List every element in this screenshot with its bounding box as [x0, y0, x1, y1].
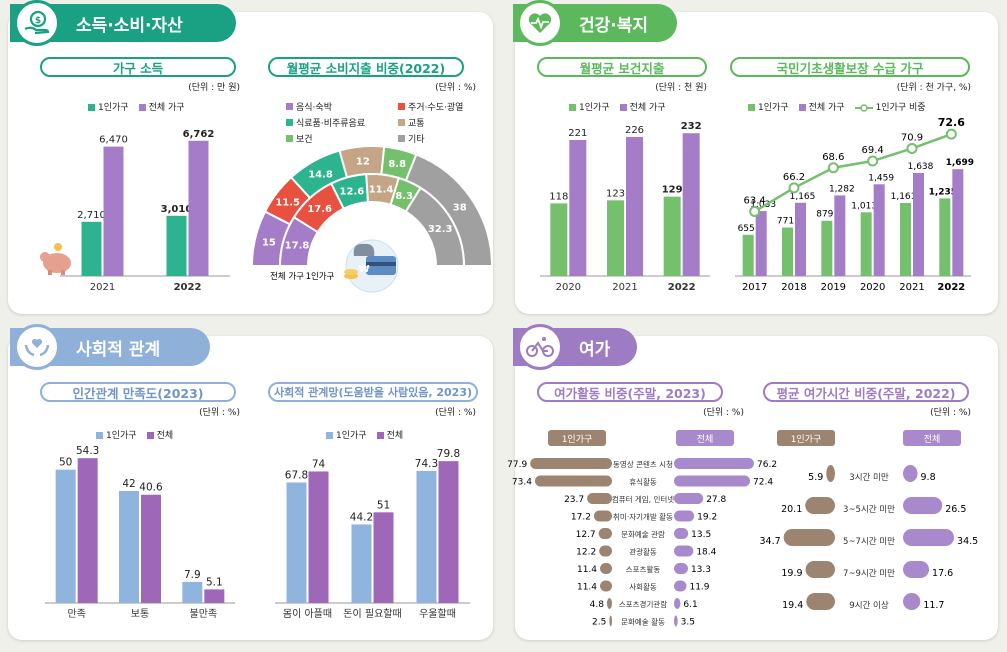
legend-share-label: 1인가구 비중	[875, 103, 926, 113]
legend-single: 1인가구	[326, 428, 367, 441]
legend-total-label: 전체	[156, 431, 174, 441]
legend-total: 전체 가구	[619, 100, 666, 113]
legend-single-label: 1인가구	[758, 103, 789, 113]
leisure-activity-unit: (단위 : %)	[703, 408, 744, 418]
leisure-activity-left-header: 1인가구	[548, 430, 606, 446]
legend-single: 1인가구	[88, 100, 129, 113]
legend-total: 전체	[376, 428, 404, 441]
income-title-text: 소득·소비·자산	[76, 15, 183, 36]
health-spending-title: 월평균 보건지출	[537, 57, 707, 77]
heartbeat-icon	[517, 0, 563, 46]
legend-total-label: 전체 가구	[629, 103, 666, 113]
leisure-time-left-header: 1인가구	[777, 430, 835, 446]
network-unit: (단위 : %)	[435, 408, 476, 418]
legend-single-label: 1인가구	[98, 103, 129, 113]
health-title-text: 건강·복지	[579, 15, 649, 36]
livelihood-legend: 1인가구 전체 가구 1인가구 비중	[748, 100, 926, 113]
social-network-title: 사회적 관계망(도움받을 사람있음, 2023)	[268, 382, 478, 402]
consumption-unit: (단위 : %)	[435, 83, 476, 93]
livelihood-unit: (단위 : 천 가구, %)	[896, 83, 971, 93]
satisfaction-legend: 1인가구 전체	[96, 428, 173, 441]
legend-total: 전체 가구	[138, 100, 185, 113]
bicycle-icon	[517, 324, 563, 370]
legend-total: 전체 가구	[798, 100, 845, 113]
legend-single: 1인가구	[96, 428, 137, 441]
legend-single: 1인가구	[748, 100, 789, 113]
leisure-time-title: 평균 여가시간 비중(주말, 2022)	[763, 382, 969, 402]
consumption-share-title: 월평균 소비지출 비중(2022)	[268, 57, 464, 77]
legend-single-label: 1인가구	[579, 103, 610, 113]
health-unit: (단위 : 천 원)	[655, 83, 707, 93]
health-legend: 1인가구 전체 가구	[569, 100, 666, 113]
legend-total-label: 전체 가구	[148, 103, 185, 113]
leisure-time-right-header: 전체	[903, 430, 961, 446]
legend-total-label: 전체 가구	[808, 103, 845, 113]
leisure-title-text: 여가	[579, 339, 611, 360]
legend-item: 보건	[286, 132, 398, 145]
income-legend: 1인가구 전체 가구	[88, 100, 185, 113]
legend-item: 교통	[398, 116, 486, 129]
leisure-activity-right-header: 전체	[676, 430, 734, 446]
leisure-activity-title: 여가활동 비중(주말, 2023)	[537, 382, 723, 402]
legend-item: 식료품·비주류음료	[286, 116, 398, 129]
network-legend: 1인가구 전체	[326, 428, 403, 441]
legend-item: 기타	[398, 132, 486, 145]
legend-share: 1인가구 비중	[854, 100, 926, 113]
legend-single-label: 1인가구	[106, 431, 137, 441]
satisfaction-unit: (단위 : %)	[199, 408, 240, 418]
income-unit: (단위 : 만 원)	[188, 83, 240, 93]
relationship-satisfaction-title: 인간관계 만족도(2023)	[40, 382, 236, 402]
leisure-time-unit: (단위 : %)	[930, 408, 971, 418]
heart-hands-icon	[14, 324, 60, 370]
money-hand-icon: $	[14, 0, 60, 46]
social-title-text: 사회적 관계	[76, 339, 161, 360]
legend-total: 전체	[146, 428, 174, 441]
legend-total-label: 전체	[386, 431, 404, 441]
household-income-title: 가구 소득	[40, 57, 236, 77]
consumption-legend: 음식·숙박 주거·수도·광열 식료품·비주류음료 교통 보건 기타	[286, 100, 486, 145]
basic-livelihood-title: 국민기초생활보장 수급 가구	[730, 57, 970, 77]
svg-text:$: $	[35, 16, 41, 26]
legend-item: 주거·수도·광열	[398, 100, 486, 113]
legend-single: 1인가구	[569, 100, 610, 113]
legend-single-label: 1인가구	[336, 431, 367, 441]
legend-item: 음식·숙박	[286, 100, 398, 113]
